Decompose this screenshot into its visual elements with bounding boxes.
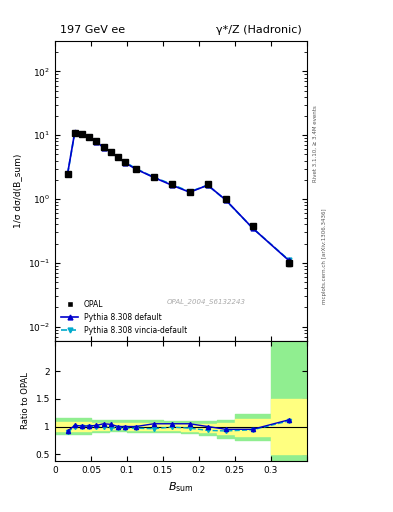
Text: Rivet 3.1.10, ≥ 3.4M events: Rivet 3.1.10, ≥ 3.4M events <box>312 105 318 182</box>
Y-axis label: 1/σ dσ/d(B_sum): 1/σ dσ/d(B_sum) <box>13 154 22 228</box>
Legend: OPAL, Pythia 8.308 default, Pythia 8.308 vincia-default: OPAL, Pythia 8.308 default, Pythia 8.308… <box>59 298 189 337</box>
X-axis label: $B_\mathrm{sum}$: $B_\mathrm{sum}$ <box>168 480 194 494</box>
Y-axis label: Ratio to OPAL: Ratio to OPAL <box>21 372 30 429</box>
Text: 197 GeV ee: 197 GeV ee <box>60 25 125 35</box>
Text: mcplots.cern.ch [arXiv:1306.3436]: mcplots.cern.ch [arXiv:1306.3436] <box>322 208 327 304</box>
Text: OPAL_2004_S6132243: OPAL_2004_S6132243 <box>166 298 246 305</box>
Text: γ*/Z (Hadronic): γ*/Z (Hadronic) <box>216 25 301 35</box>
